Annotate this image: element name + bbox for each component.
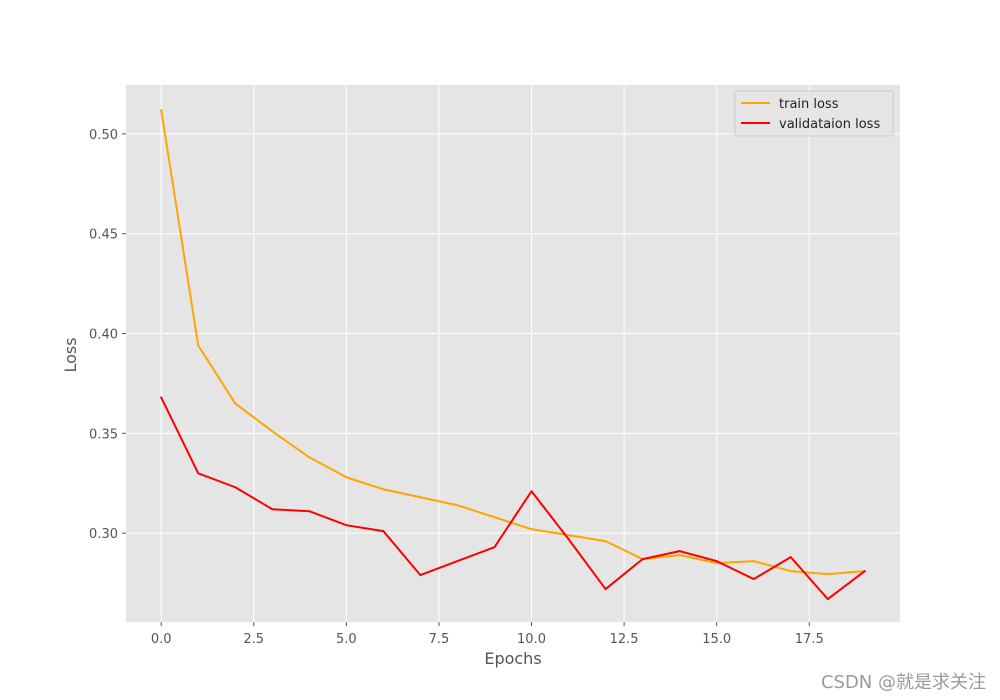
watermark: CSDN @就是求关注 — [820, 672, 986, 693]
data-point-validataion-loss — [271, 508, 274, 511]
data-point-train-loss — [604, 540, 607, 543]
data-point-train-loss — [160, 108, 163, 111]
data-point-train-loss — [197, 344, 200, 347]
data-point-validataion-loss — [789, 556, 792, 559]
data-point-train-loss — [715, 562, 718, 565]
data-point-validataion-loss — [308, 510, 311, 513]
data-point-train-loss — [271, 430, 274, 433]
data-point-validataion-loss — [715, 560, 718, 563]
data-point-validataion-loss — [382, 530, 385, 533]
data-point-train-loss — [456, 504, 459, 507]
data-point-train-loss — [826, 573, 829, 576]
y-tick-label: 0.35 — [89, 427, 118, 442]
data-point-validataion-loss — [456, 560, 459, 563]
x-tick-label: 7.5 — [429, 632, 450, 647]
data-point-train-loss — [382, 488, 385, 491]
y-tick-label: 0.45 — [89, 228, 118, 243]
data-point-train-loss — [530, 528, 533, 531]
data-point-validataion-loss — [234, 486, 237, 489]
x-tick-label: 5.0 — [336, 632, 357, 647]
data-point-validataion-loss — [678, 550, 681, 553]
x-tick-label: 15.0 — [702, 632, 731, 647]
series-line-validataion-loss — [160, 396, 866, 601]
data-point-validataion-loss — [567, 538, 570, 541]
data-point-validataion-loss — [493, 546, 496, 549]
data-point-train-loss — [419, 496, 422, 499]
plot-area-background — [126, 85, 900, 622]
legend-label-validation-loss: validataion loss — [779, 117, 880, 132]
series-line-train-loss — [160, 109, 865, 576]
x-tick-label: 2.5 — [243, 632, 264, 647]
y-tick-label: 0.50 — [89, 128, 118, 143]
data-point-train-loss — [308, 456, 311, 459]
data-point-validataion-loss — [604, 588, 607, 591]
x-tick-label: 10.0 — [517, 632, 546, 647]
data-point-validataion-loss — [641, 558, 644, 561]
legend-box — [734, 90, 894, 137]
legend-label-train-loss: train loss — [779, 97, 839, 112]
data-point-train-loss — [567, 534, 570, 537]
data-point-train-loss — [493, 516, 496, 519]
data-point-validataion-loss — [197, 472, 200, 475]
data-point-train-loss — [752, 560, 755, 563]
data-point-validataion-loss — [863, 570, 866, 573]
y-tick-label: 0.30 — [89, 527, 118, 542]
data-point-validataion-loss — [826, 598, 829, 601]
data-point-validataion-loss — [160, 396, 163, 399]
data-point-train-loss — [789, 570, 792, 573]
y-tick-label: 0.40 — [89, 328, 118, 343]
y-axis-label: Loss — [61, 337, 80, 372]
data-point-validataion-loss — [345, 524, 348, 527]
x-tick-label: 12.5 — [610, 632, 639, 647]
x-tick-label: 0.0 — [151, 632, 172, 647]
ticks: 0.0 2.5 5.0 7.5 10.0 12.5 15.0 17.5 0.30 0.35 0.40… — [89, 128, 824, 647]
legend: train loss validataion loss — [734, 90, 894, 137]
x-tick-label: 17.5 — [795, 632, 824, 647]
data-point-validataion-loss — [419, 574, 422, 577]
data-point-validataion-loss — [530, 490, 533, 493]
x-axis-label: Epochs — [484, 649, 541, 668]
data-point-train-loss — [234, 402, 237, 405]
data-point-validataion-loss — [752, 578, 755, 581]
data-point-train-loss — [678, 554, 681, 557]
series-layer — [160, 108, 866, 601]
data-point-train-loss — [345, 476, 348, 479]
